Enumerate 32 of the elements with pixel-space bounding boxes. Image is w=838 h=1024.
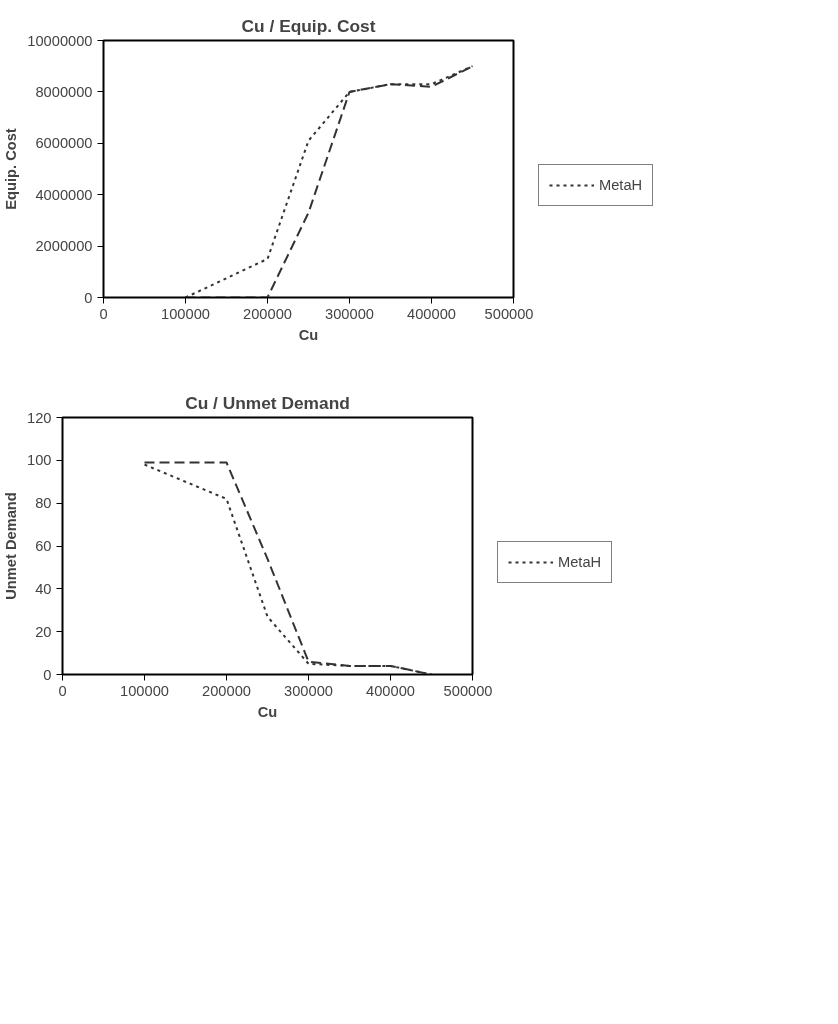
x-tick-label: 100000 xyxy=(161,305,210,322)
y-tick-label: 0 xyxy=(84,289,93,306)
y-tick-label: 120 xyxy=(27,409,52,426)
x-tick-label: 100000 xyxy=(120,682,169,699)
chart-title: Cu / Equip. Cost xyxy=(241,15,376,36)
y-tick-label: 60 xyxy=(35,538,52,554)
y-tick-label: 8000000 xyxy=(35,83,93,100)
x-axis-title: Cu xyxy=(298,326,319,343)
y-axis-title: Unmet Demand xyxy=(3,492,20,600)
x-tick-label: 500000 xyxy=(443,682,493,699)
y-tick-label: 20 xyxy=(35,623,52,640)
x-axis-title: Cu xyxy=(257,703,278,720)
legend-label: MetaH xyxy=(558,553,602,570)
y-tick-label: 4000000 xyxy=(35,186,93,203)
x-tick-label: 300000 xyxy=(325,305,374,322)
x-tick-label: 400000 xyxy=(366,682,415,699)
y-tick-label: 6000000 xyxy=(35,135,93,152)
y-tick-label: 0 xyxy=(43,666,52,683)
legend-label: MetaH xyxy=(599,176,643,193)
x-tick-label: 400000 xyxy=(407,305,456,322)
y-axis-title: Equip. Cost xyxy=(3,128,20,210)
x-tick-label: 0 xyxy=(99,305,108,322)
y-tick-label: 2000000 xyxy=(35,238,93,255)
x-tick-label: 200000 xyxy=(243,305,292,322)
y-tick-label: 80 xyxy=(35,495,52,512)
y-tick-label: 40 xyxy=(35,580,52,597)
x-tick-label: 300000 xyxy=(284,682,333,699)
x-tick-label: 200000 xyxy=(202,682,251,699)
y-tick-label: 100 xyxy=(27,452,52,469)
x-tick-label: 500000 xyxy=(484,305,534,322)
y-tick-label: 10000000 xyxy=(27,32,93,49)
chart-title: Cu / Unmet Demand xyxy=(185,392,350,413)
